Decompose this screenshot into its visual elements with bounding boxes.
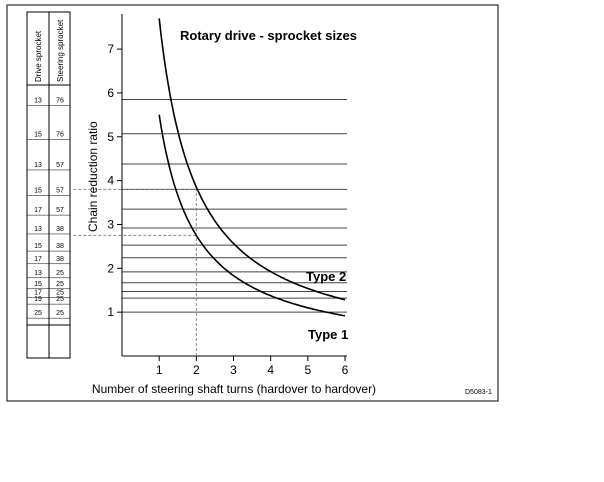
table-cell-drive: 15 [34, 132, 42, 139]
table-cell-drive: 25 [34, 310, 42, 317]
series-line-type1 [158, 114, 346, 317]
figure-frame [6, 4, 499, 402]
table-cell-drive: 13 [34, 98, 42, 105]
table-cell-drive: 17 [34, 290, 42, 297]
table-cell-steering: 25 [56, 296, 64, 303]
table-cell-drive: 17 [34, 256, 42, 263]
table-cell-steering: 57 [56, 207, 64, 214]
table-cell-steering: 25 [56, 290, 64, 297]
table-cell-drive: 19 [34, 296, 42, 303]
x-ticks: 1 2 3 4 5 6 [156, 356, 349, 377]
table-cell-steering: 76 [56, 98, 64, 105]
y-tick-label: 5 [107, 130, 114, 144]
x-tick-label: 6 [342, 363, 349, 377]
x-tick-label: 3 [230, 363, 237, 377]
x-tick-label: 5 [304, 363, 311, 377]
series-curves [158, 18, 346, 317]
x-tick-label: 1 [156, 363, 163, 377]
table-cell-drive: 15 [34, 281, 42, 288]
table-cell-steering: 57 [56, 162, 64, 169]
table-cell-drive: 17 [34, 207, 42, 214]
y-tick-label: 3 [107, 217, 114, 231]
table-cell-steering: 38 [56, 256, 64, 263]
table-cell-drive: 13 [34, 226, 42, 233]
ratio-grid [122, 99, 347, 313]
sprocket-table: Drive sprocket Steering sprocket [26, 11, 71, 359]
x-tick-label: 4 [267, 363, 274, 377]
series-label-type1: Type 1 [308, 327, 348, 342]
table-cell-steering: 76 [56, 132, 64, 139]
y-ticks: 1 2 3 4 5 6 7 [107, 42, 122, 319]
table-cell-drive: 15 [34, 243, 42, 250]
table-header-drive: Drive sprocket [34, 30, 43, 82]
x-axis-label: Number of steering shaft turns (hardover… [92, 382, 376, 396]
table-cell-drive: 13 [34, 270, 42, 277]
series-label-type2: Type 2 [306, 269, 346, 284]
y-tick-label: 6 [107, 86, 114, 100]
series-line-type2 [158, 18, 346, 301]
table-cell-steering: 38 [56, 226, 64, 233]
sprocket-table-rows: 13 76 15 76 13 57 15 57 17 57 13 38 15 38 17 38 13 25 15 25… [27, 98, 70, 319]
table-cell-steering: 25 [56, 310, 64, 317]
table-cell-steering: 38 [56, 243, 64, 250]
y-tick-label: 1 [107, 305, 114, 319]
y-tick-label: 2 [107, 261, 114, 275]
chart-title: Rotary drive - sprocket sizes [180, 28, 357, 43]
y-tick-label: 4 [107, 174, 114, 188]
table-cell-steering: 57 [56, 187, 64, 194]
table-cell-steering: 25 [56, 281, 64, 288]
table-cell-drive: 15 [34, 187, 42, 194]
table-header-steering: Steering sprocket [56, 19, 65, 82]
reference-code: D5083-1 [465, 389, 492, 396]
table-cell-drive: 13 [34, 162, 42, 169]
x-tick-label: 2 [193, 363, 200, 377]
y-axis-label: Chain reduction ratio [86, 121, 100, 232]
y-tick-label: 7 [107, 42, 114, 56]
table-cell-steering: 25 [56, 270, 64, 277]
